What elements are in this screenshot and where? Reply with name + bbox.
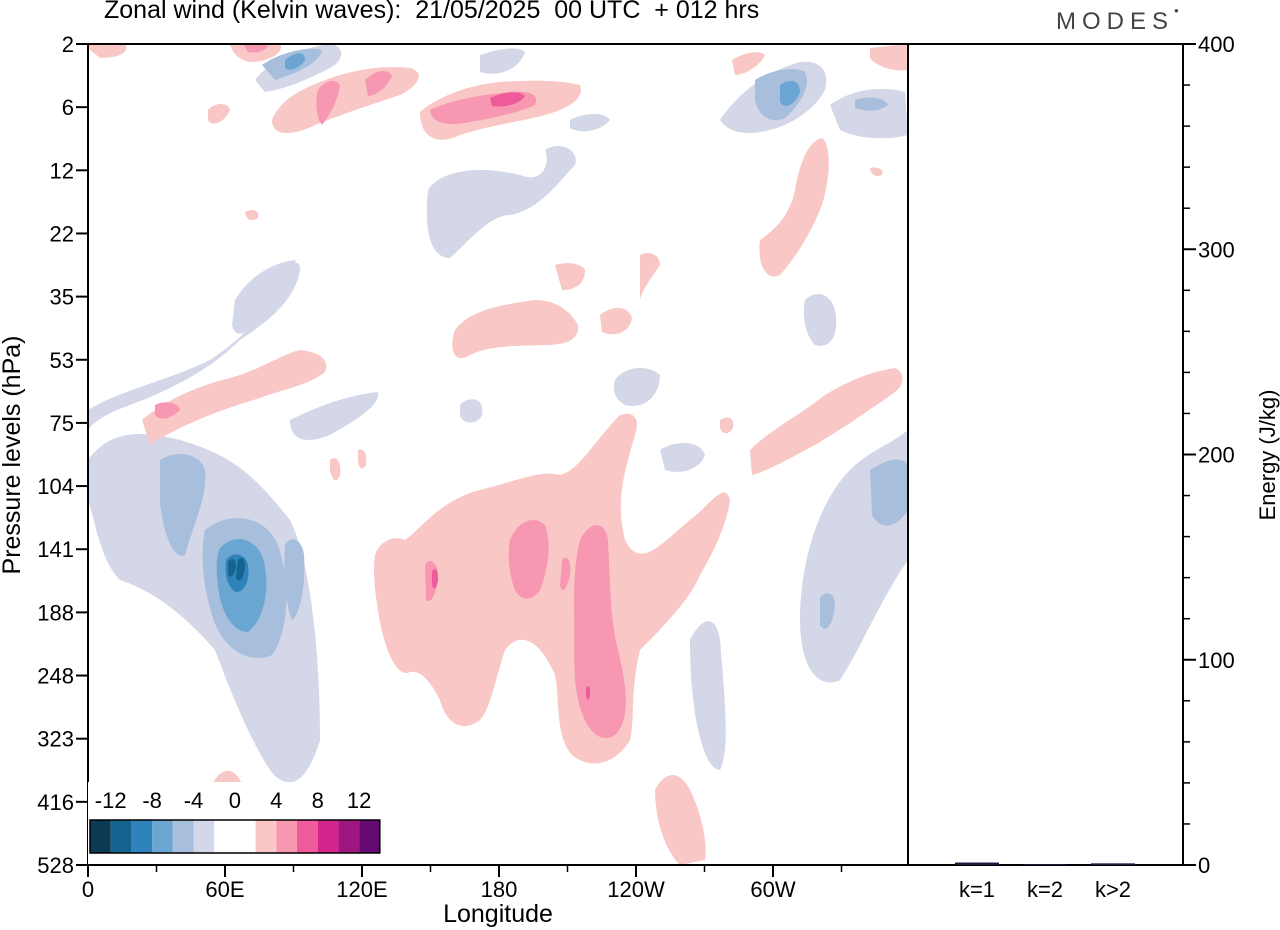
colorbar-swatch <box>297 820 318 853</box>
chart-title: Zonal wind (Kelvin waves): 21/05/2025 00… <box>104 0 760 24</box>
colorbar-swatch <box>172 820 194 853</box>
energy-bar <box>1091 863 1135 865</box>
energy-bar-label: k>2 <box>1095 877 1131 902</box>
y-tick-label: 188 <box>37 600 74 625</box>
positive-wind-light <box>88 44 908 865</box>
y-tick-label: 6 <box>62 95 74 120</box>
y-tick-label: 104 <box>37 474 74 499</box>
colorbar-swatch <box>255 820 277 853</box>
y-tick-label: 2 <box>62 32 74 57</box>
y-tick-label: 323 <box>37 727 74 752</box>
y-tick-label: 248 <box>37 664 74 689</box>
energy-axis: 0 100 200 300 400 <box>1183 32 1235 878</box>
y-tick-label: 22 <box>50 221 74 246</box>
x-tick-label: 120E <box>336 877 387 902</box>
colorbar-label: 4 <box>270 788 282 813</box>
energy-tick-label: 0 <box>1198 853 1210 878</box>
colorbar-swatch <box>317 820 339 853</box>
colorbar-swatch <box>90 820 111 853</box>
energy-tick-label: 400 <box>1198 32 1235 57</box>
positive-wind-medium <box>155 44 626 739</box>
positive-wind-strong <box>432 92 591 700</box>
colorbar-swatch <box>214 820 235 853</box>
energy-bar-label: k=2 <box>1027 877 1063 902</box>
y-tick-label: 75 <box>50 411 74 436</box>
colorbar-swatch <box>234 820 256 853</box>
colorbar-label: 8 <box>312 788 324 813</box>
y-tick-label: 528 <box>37 853 74 878</box>
x-tick-label: 180 <box>481 877 518 902</box>
colorbar-swatch <box>193 820 215 853</box>
energy-bar <box>1023 864 1067 866</box>
pressure-axis: 2 6 12 22 35 53 75 104 141 188 248 323 416 528 <box>37 32 88 878</box>
energy-tick-label: 300 <box>1198 237 1235 262</box>
colorbar-swatch <box>110 820 132 853</box>
modes-logo: MODES● <box>1056 6 1179 35</box>
colorbar-swatch <box>152 820 173 853</box>
plot-frames <box>87 43 1184 866</box>
x-tick-label: 0 <box>82 877 94 902</box>
y-axis-label: Pressure levels (hPa) <box>0 336 26 575</box>
colorbar-frame <box>89 819 381 854</box>
y-tick-label: 12 <box>50 158 74 183</box>
energy-bar-label: k=1 <box>959 877 995 902</box>
colorbar: -12 -8 -4 0 4 8 12 <box>88 782 384 864</box>
logo-text: MODES <box>1056 8 1175 35</box>
energy-tick-label: 200 <box>1198 443 1235 468</box>
y-tick-label: 416 <box>37 790 74 815</box>
colorbar-label: -12 <box>95 788 127 813</box>
energy-tick-label: 100 <box>1198 648 1235 673</box>
x-tick-label: 60E <box>205 877 244 902</box>
colorbar-swatch <box>276 820 297 853</box>
y-tick-label: 35 <box>50 285 74 310</box>
energy-axis-label: Energy (J/kg) <box>1255 390 1280 521</box>
longitude-axis: 0 60E 120E 180 120W 60W <box>82 865 843 902</box>
colorbar-swatch <box>131 820 153 853</box>
x-axis-label: Longitude <box>443 900 553 928</box>
energy-bars: k=1 k=2 k>2 <box>955 862 1135 902</box>
colorbar-label: 0 <box>229 788 241 813</box>
colorbar-swatch <box>359 820 380 853</box>
y-tick-label: 141 <box>37 537 74 562</box>
colorbar-label: -8 <box>142 788 162 813</box>
colorbar-label: 12 <box>347 788 371 813</box>
x-tick-label: 60W <box>750 877 795 902</box>
contour-field <box>88 44 908 865</box>
energy-bar <box>955 862 999 865</box>
colorbar-label: -4 <box>184 788 204 813</box>
x-tick-label: 120W <box>607 877 665 902</box>
negative-wind-max <box>228 558 246 581</box>
colorbar-swatch <box>338 820 360 853</box>
y-tick-label: 53 <box>50 348 74 373</box>
